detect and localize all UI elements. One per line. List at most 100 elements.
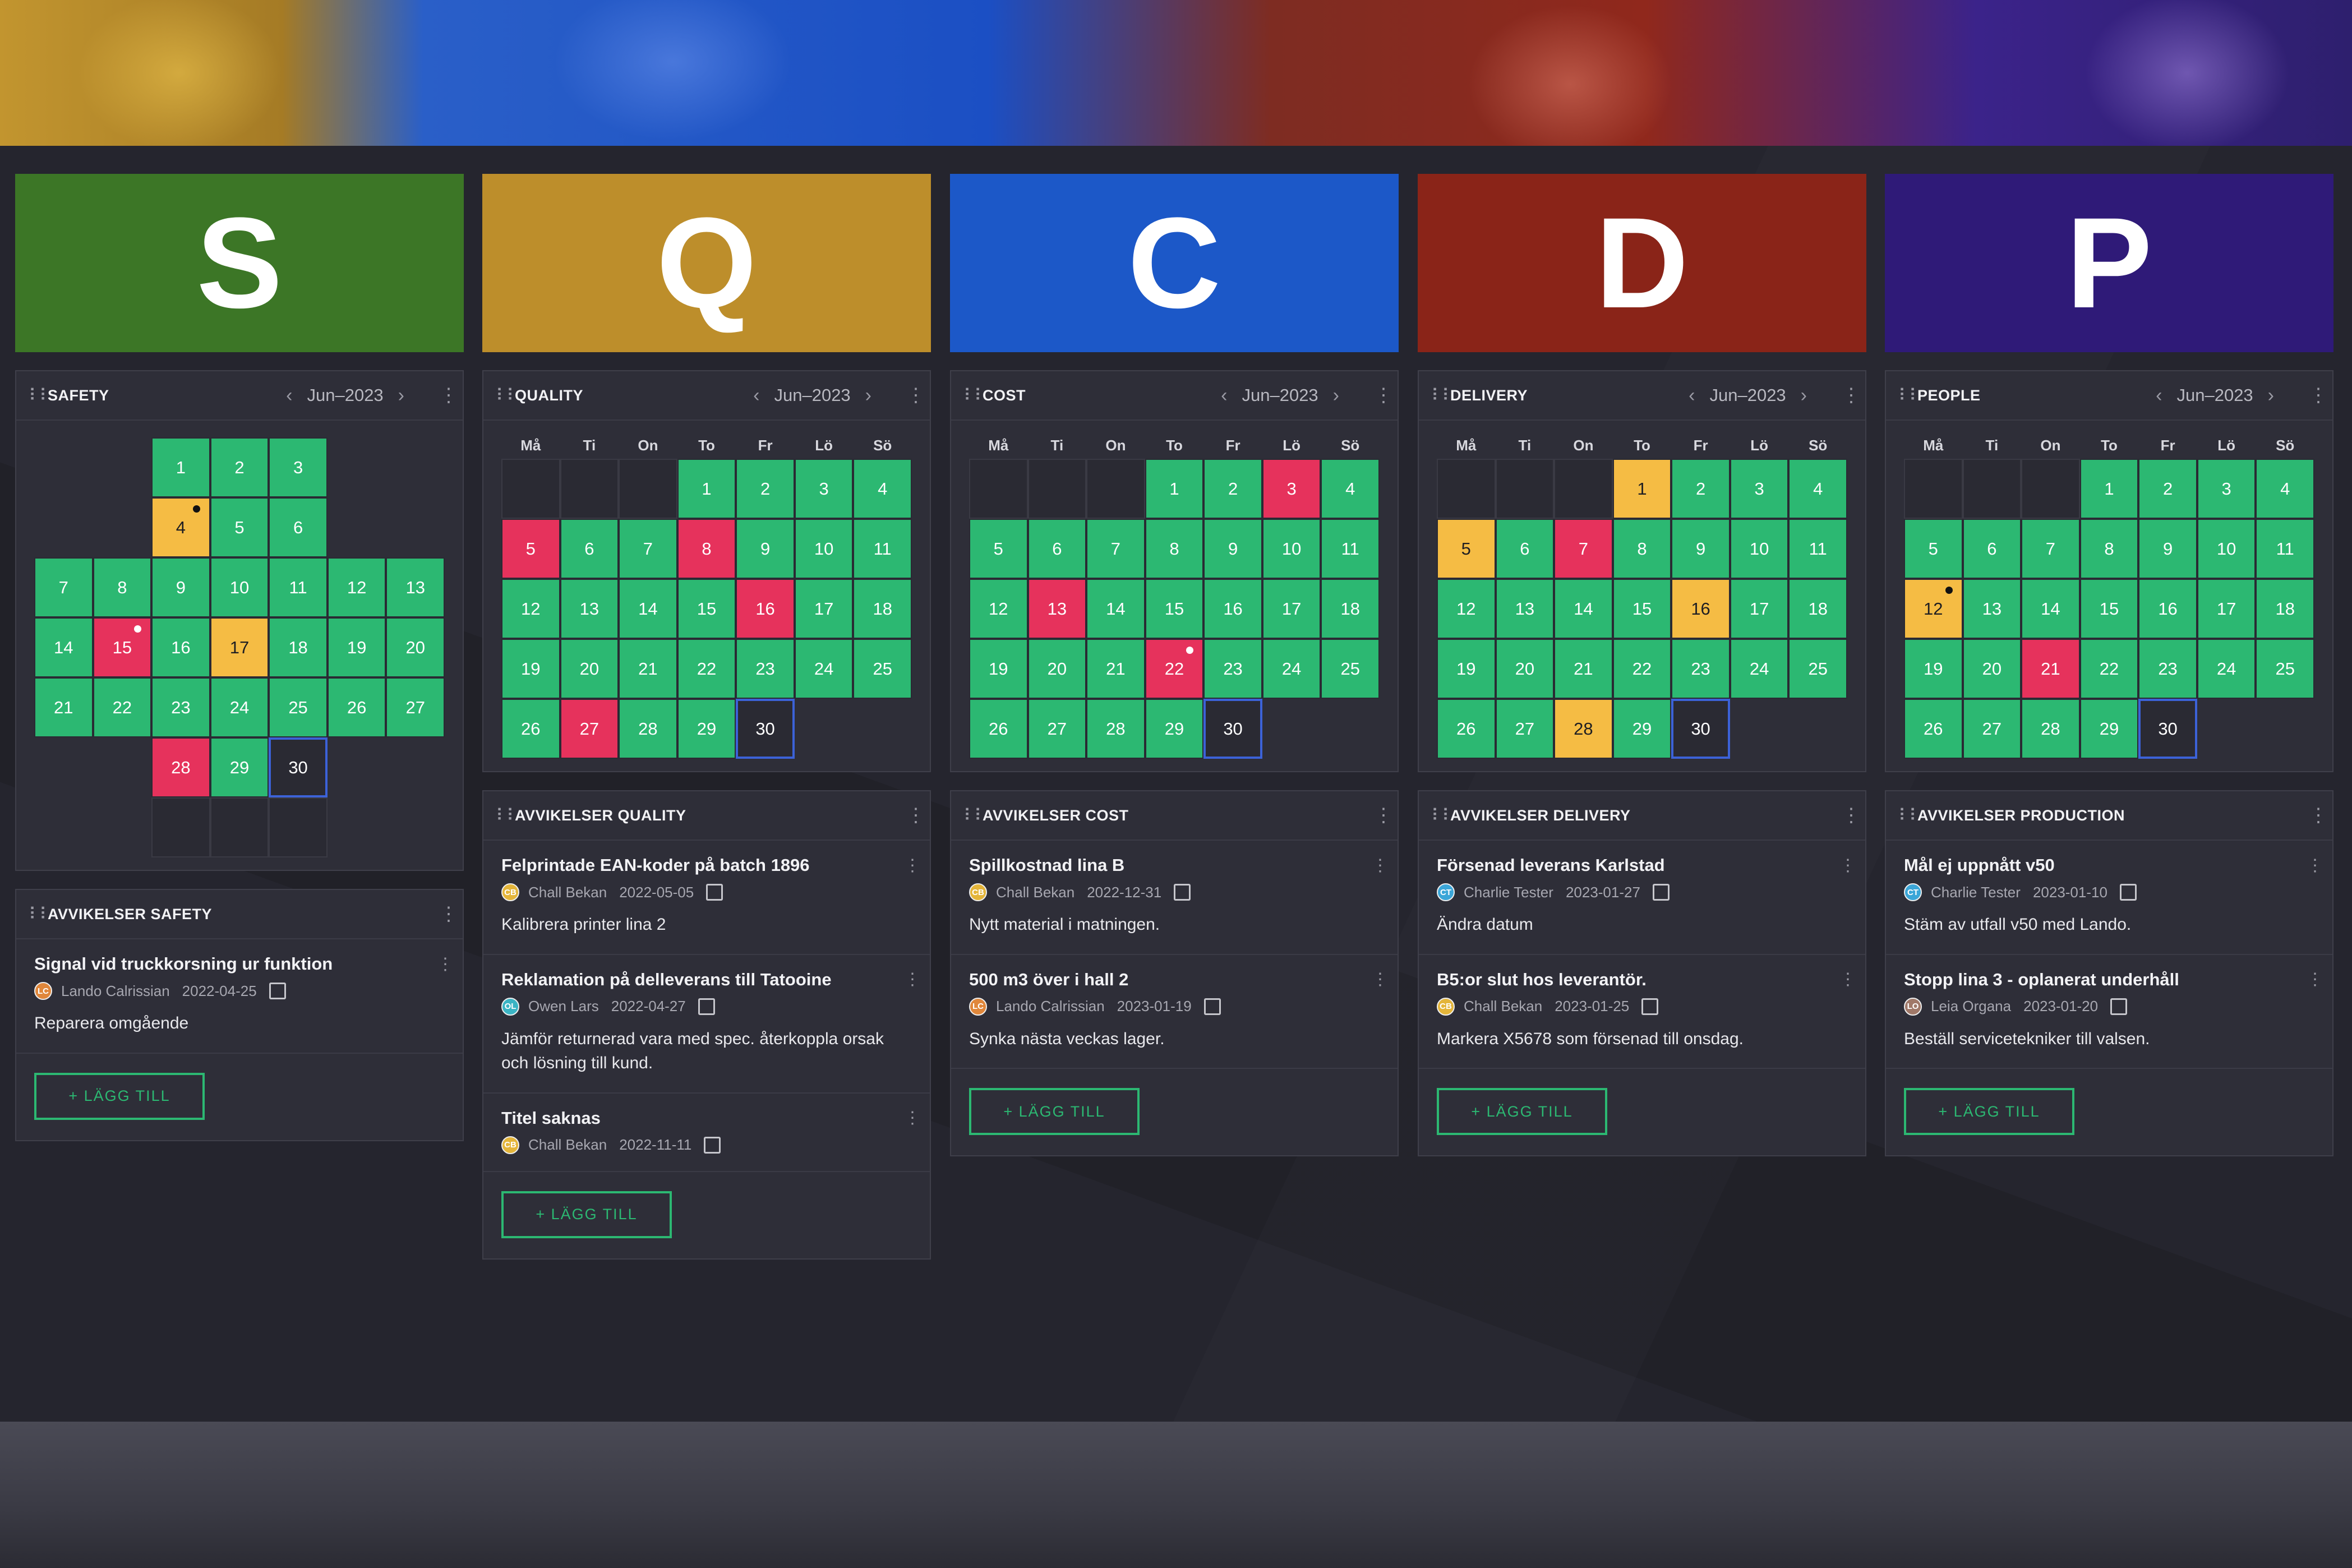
deviation-item[interactable]: Spillkostnad lina B ⋮ CB Chall Bekan 2022-12…: [951, 841, 1398, 955]
calendar-day[interactable]: 11: [853, 519, 912, 579]
calendar-day[interactable]: 7: [619, 519, 677, 579]
calendar-day[interactable]: 18: [2256, 579, 2314, 639]
calendar-day[interactable]: 19: [1904, 639, 1963, 699]
calendar-day[interactable]: 21: [1554, 639, 1613, 699]
calendar-day[interactable]: 3: [269, 437, 328, 497]
deviation-item[interactable]: Stopp lina 3 - oplanerat underhåll ⋮ LO Lei…: [1886, 955, 2332, 1069]
calendar-day[interactable]: 24: [794, 639, 854, 699]
deviation-item[interactable]: Titel saknas ⋮ CB Chall Bekan 2022-11-11: [483, 1094, 930, 1172]
calendar-day[interactable]: 24: [1262, 639, 1321, 699]
chevron-left-icon[interactable]: ‹: [1221, 384, 1228, 406]
calendar-day[interactable]: 21: [619, 639, 677, 699]
calendar-day[interactable]: 14: [1554, 579, 1613, 639]
deviation-item[interactable]: Försenad leverans Karlstad ⋮ CT Charlie Tes…: [1419, 841, 1865, 955]
calendar-day[interactable]: 22: [1145, 639, 1204, 699]
more-vertical-icon[interactable]: ⋮: [1839, 970, 1856, 989]
calendar-day[interactable]: 2: [736, 459, 795, 519]
chevron-right-icon[interactable]: ›: [1332, 384, 1339, 406]
calendar-day[interactable]: 3: [1262, 459, 1321, 519]
calendar-day[interactable]: 15: [677, 579, 736, 639]
calendar-day[interactable]: 21: [34, 677, 93, 737]
calendar-day[interactable]: 9: [1203, 519, 1262, 579]
chevron-right-icon[interactable]: ›: [1800, 384, 1807, 406]
calendar-day[interactable]: 18: [269, 617, 328, 677]
calendar-day[interactable]: 10: [1262, 519, 1321, 579]
calendar-day[interactable]: 4: [1321, 459, 1380, 519]
done-checkbox[interactable]: [1203, 998, 1221, 1015]
drag-handle-icon[interactable]: ⠇⠇: [496, 386, 519, 405]
calendar-day[interactable]: 26: [969, 699, 1028, 759]
add-deviation-button[interactable]: + LÄGG TILL: [1904, 1088, 2074, 1135]
calendar-day[interactable]: 1: [2079, 459, 2139, 519]
calendar-day[interactable]: 28: [151, 737, 210, 797]
calendar-day[interactable]: 12: [969, 579, 1028, 639]
calendar-day[interactable]: 2: [1671, 459, 1730, 519]
add-deviation-button[interactable]: + LÄGG TILL: [34, 1072, 205, 1120]
calendar-day[interactable]: 13: [1027, 579, 1087, 639]
chevron-right-icon[interactable]: ›: [2267, 384, 2274, 406]
more-vertical-icon[interactable]: ⋮: [1372, 856, 1389, 875]
calendar-day[interactable]: 20: [386, 617, 445, 677]
calendar-day[interactable]: 27: [386, 677, 445, 737]
calendar-day[interactable]: 17: [1730, 579, 1789, 639]
calendar-day[interactable]: 18: [1788, 579, 1847, 639]
chevron-right-icon[interactable]: ›: [865, 384, 871, 406]
calendar-day[interactable]: 4: [1788, 459, 1847, 519]
deviation-item[interactable]: Mål ej uppnått v50 ⋮ CT Charlie Tester 2023-…: [1886, 841, 2332, 955]
calendar-day[interactable]: 3: [2197, 459, 2256, 519]
calendar-day[interactable]: 3: [1730, 459, 1789, 519]
done-checkbox[interactable]: [1174, 884, 1191, 901]
calendar-day[interactable]: 12: [1904, 579, 1963, 639]
calendar-day[interactable]: 9: [2138, 519, 2197, 579]
calendar-day[interactable]: 15: [2079, 579, 2139, 639]
calendar-day[interactable]: 28: [1086, 699, 1145, 759]
calendar-day[interactable]: 27: [560, 699, 619, 759]
calendar-day[interactable]: 9: [151, 557, 210, 617]
calendar-day[interactable]: 25: [853, 639, 912, 699]
calendar-day[interactable]: 11: [269, 557, 328, 617]
calendar-day[interactable]: 29: [677, 699, 736, 759]
calendar-day[interactable]: 25: [2256, 639, 2314, 699]
calendar-day[interactable]: 9: [1671, 519, 1730, 579]
calendar-day[interactable]: 7: [1086, 519, 1145, 579]
calendar-day[interactable]: 14: [2021, 579, 2080, 639]
calendar-day[interactable]: 17: [2197, 579, 2256, 639]
calendar-day[interactable]: 29: [210, 737, 269, 797]
deviation-item[interactable]: Reklamation på delleverans till Tatooine…: [483, 955, 930, 1094]
calendar-day[interactable]: 27: [1962, 699, 2022, 759]
calendar-day[interactable]: 6: [1027, 519, 1087, 579]
calendar-day[interactable]: 7: [34, 557, 93, 617]
add-deviation-button[interactable]: + LÄGG TILL: [1437, 1088, 1607, 1135]
calendar-day[interactable]: 10: [794, 519, 854, 579]
drag-handle-icon[interactable]: ⠇⠇: [29, 905, 52, 924]
calendar-day[interactable]: 13: [560, 579, 619, 639]
calendar-day[interactable]: 21: [1086, 639, 1145, 699]
calendar-day[interactable]: 10: [2197, 519, 2256, 579]
calendar-day[interactable]: 28: [619, 699, 677, 759]
calendar-day[interactable]: 20: [560, 639, 619, 699]
calendar-day[interactable]: 25: [1788, 639, 1847, 699]
deviation-item[interactable]: Signal vid truckkorsning ur funktion ⋮ LC L…: [16, 939, 463, 1054]
chevron-left-icon[interactable]: ‹: [286, 384, 293, 406]
calendar-day[interactable]: 22: [93, 677, 152, 737]
done-checkbox[interactable]: [1652, 884, 1670, 901]
more-vertical-icon[interactable]: ⋮: [1842, 805, 1861, 826]
more-vertical-icon[interactable]: ⋮: [904, 970, 921, 989]
calendar-day[interactable]: 29: [1145, 699, 1204, 759]
calendar-day[interactable]: 16: [736, 579, 795, 639]
calendar-day[interactable]: 12: [1437, 579, 1496, 639]
calendar-day[interactable]: 30: [269, 737, 328, 797]
more-vertical-icon[interactable]: ⋮: [1374, 805, 1393, 826]
drag-handle-icon[interactable]: ⠇⠇: [29, 386, 52, 405]
calendar-day[interactable]: 25: [269, 677, 328, 737]
calendar-day[interactable]: 24: [210, 677, 269, 737]
calendar-day[interactable]: 19: [501, 639, 560, 699]
chevron-left-icon[interactable]: ‹: [753, 384, 760, 406]
calendar-day[interactable]: 8: [1612, 519, 1672, 579]
calendar-day[interactable]: 7: [2021, 519, 2080, 579]
calendar-day[interactable]: 4: [151, 497, 210, 557]
calendar-day[interactable]: 27: [1495, 699, 1555, 759]
calendar-day[interactable]: 2: [1203, 459, 1262, 519]
calendar-day[interactable]: 8: [93, 557, 152, 617]
calendar-day[interactable]: 21: [2021, 639, 2080, 699]
